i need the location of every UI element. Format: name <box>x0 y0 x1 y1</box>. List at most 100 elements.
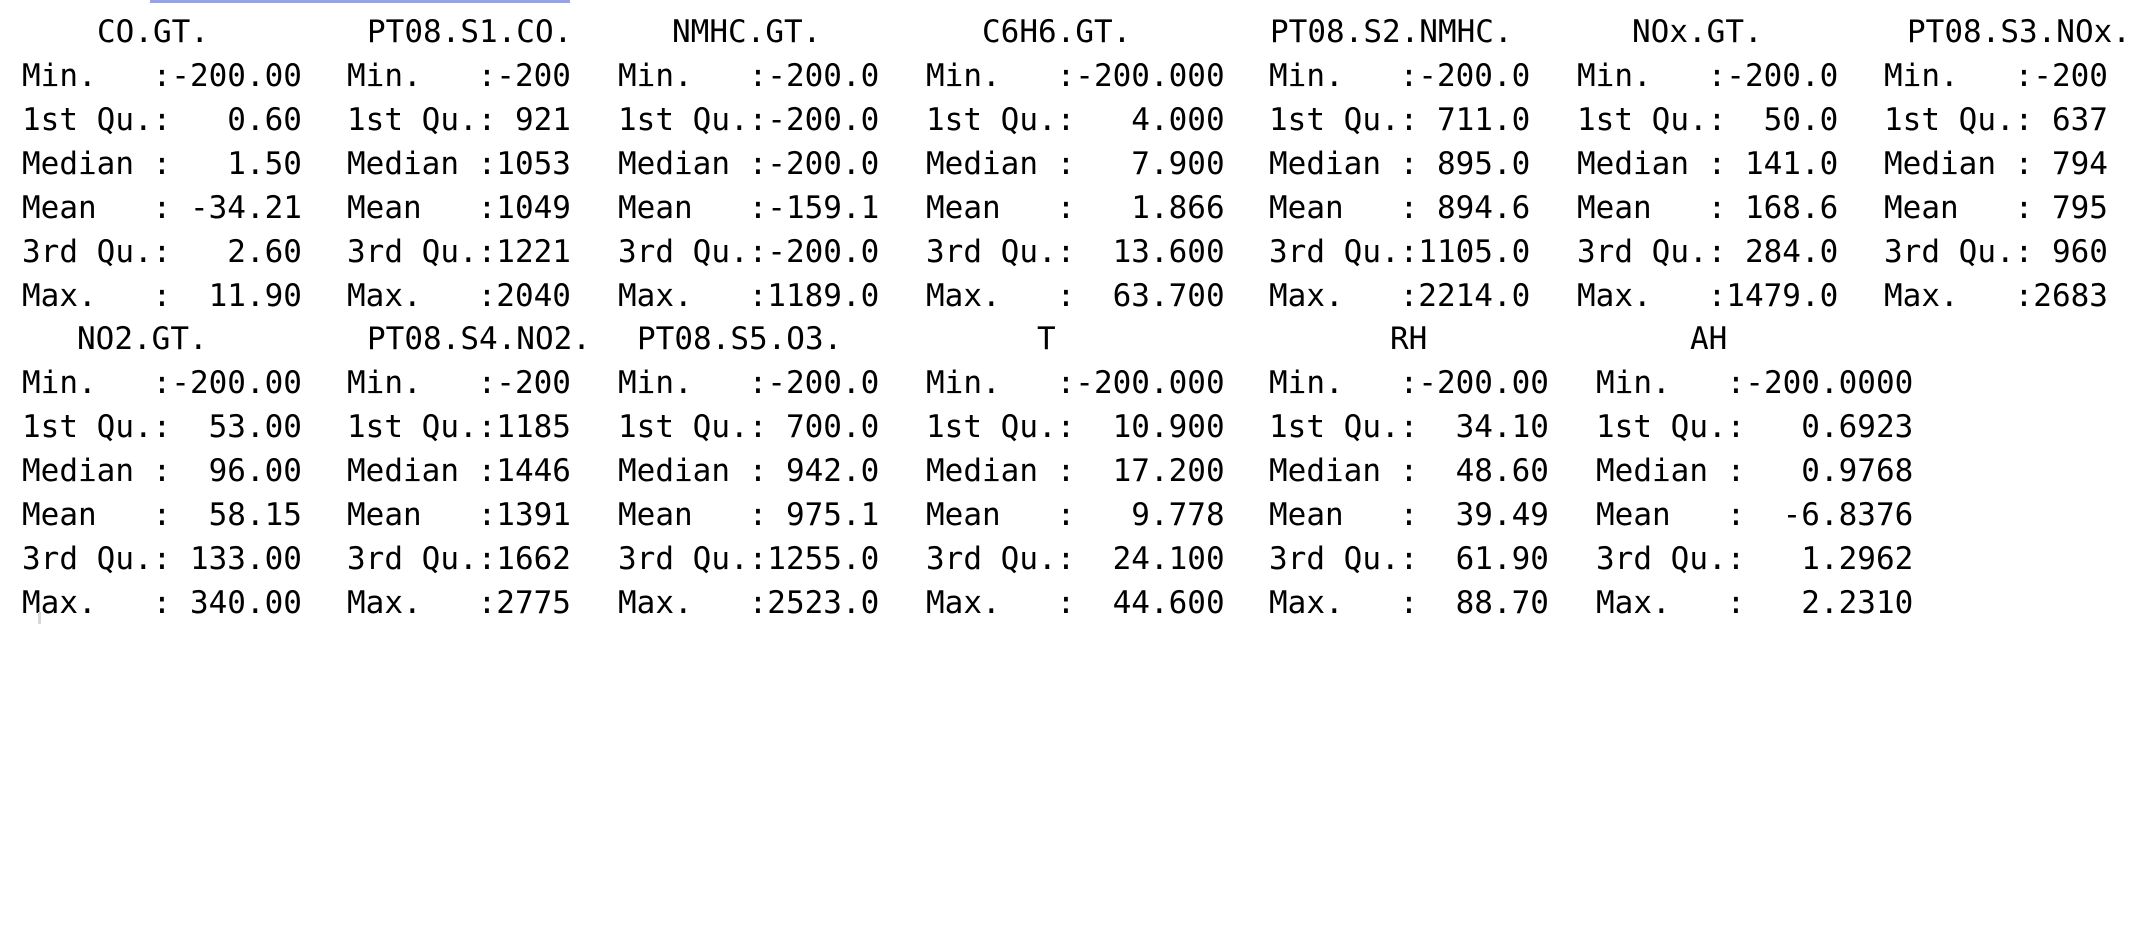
stat-cell: Min. :-200 <box>347 58 571 94</box>
column-header: PT08.S3.NOx. <box>1907 14 2130 50</box>
stat-cell: Median : 942.0 <box>618 453 880 489</box>
stat-cell: Median : 1.50 <box>22 146 302 182</box>
stat-row-min: Min. :-200.00 Min. :-200 Min. :-200.0 Mi… <box>22 54 2122 98</box>
stat-cell: 1st Qu.: 53.00 <box>22 409 302 445</box>
stat-cell: 3rd Qu.: 24.100 <box>926 541 1225 577</box>
stat-cell: Mean :1049 <box>347 190 571 226</box>
previous-command-fragment <box>150 0 570 3</box>
stat-cell: 3rd Qu.: 61.90 <box>1269 541 1549 577</box>
stat-cell: Max. :2523.0 <box>618 585 880 621</box>
column-header: PT08.S1.CO. <box>367 14 573 50</box>
header-row: CO.GT. PT08.S1.CO. NMHC.GT. C6H6.GT. PT0… <box>22 10 2130 54</box>
stat-cell: Mean : -34.21 <box>22 190 302 226</box>
stat-cell: 1st Qu.: 50.0 <box>1577 102 1839 138</box>
stat-cell: Min. :-200.000 <box>926 365 1225 401</box>
header-row: NO2.GT. PT08.S4.NO2. PT08.S5.O3. T RH AH <box>22 317 2122 361</box>
stat-cell: Max. : 44.600 <box>926 585 1225 621</box>
stat-row-max: Max. : 340.00 Max. :2775 Max. :2523.0 Ma… <box>22 581 2122 625</box>
stat-cell: Median : 0.9768 <box>1596 453 1914 489</box>
summary-block-2: NO2.GT. PT08.S4.NO2. PT08.S5.O3. T RH AH… <box>22 317 2122 625</box>
stat-cell: Min. :-200.00 <box>1269 365 1549 401</box>
stat-cell: Min. :-200 <box>347 365 571 401</box>
stat-cell: 1st Qu.: 700.0 <box>618 409 880 445</box>
stat-cell: Mean : 58.15 <box>22 497 302 533</box>
stat-cell: 3rd Qu.:1105.0 <box>1269 234 1531 270</box>
column-header: PT08.S5.O3. <box>637 321 843 357</box>
stat-cell: 3rd Qu.:1662 <box>347 541 571 577</box>
stat-cell: Max. :2775 <box>347 585 571 621</box>
stat-cell: 1st Qu.: 0.6923 <box>1596 409 1914 445</box>
stat-cell: Min. :-200.00 <box>22 58 302 94</box>
stat-cell: Max. :1479.0 <box>1577 278 1839 314</box>
r-console-output: CO.GT. PT08.S1.CO. NMHC.GT. C6H6.GT. PT0… <box>22 0 2130 625</box>
stat-cell: Max. :2214.0 <box>1269 278 1531 314</box>
stat-cell: 1st Qu.: 0.60 <box>22 102 302 138</box>
stat-cell: 3rd Qu.:-200.0 <box>618 234 880 270</box>
stat-cell: 3rd Qu.: 1.2962 <box>1596 541 1914 577</box>
console-cursor <box>38 612 41 624</box>
stat-cell: Min. :-200.0 <box>618 365 880 401</box>
stat-cell: Median :1446 <box>347 453 571 489</box>
stat-row-q1: 1st Qu.: 0.60 1st Qu.: 921 1st Qu.:-200.… <box>22 98 2122 142</box>
stat-cell: 3rd Qu.: 2.60 <box>22 234 302 270</box>
stat-cell: Min. :-200.0 <box>1577 58 1839 94</box>
stat-cell: Min. :-200.000 <box>926 58 1225 94</box>
stat-cell: 3rd Qu.: 133.00 <box>22 541 302 577</box>
stat-cell: Mean :-159.1 <box>618 190 880 226</box>
stat-cell: Max. : 88.70 <box>1269 585 1549 621</box>
stat-cell: 1st Qu.: 921 <box>347 102 571 138</box>
stat-cell: Min. :-200.0000 <box>1596 365 1914 401</box>
stat-row-q1: 1st Qu.: 53.00 1st Qu.:1185 1st Qu.: 700… <box>22 405 2122 449</box>
stat-row-mean: Mean : -34.21 Mean :1049 Mean :-159.1 Me… <box>22 186 2122 230</box>
stat-cell: 1st Qu.: 10.900 <box>926 409 1225 445</box>
stat-cell: Median :1053 <box>347 146 571 182</box>
stat-cell: Mean : 1.866 <box>926 190 1225 226</box>
stat-cell: 1st Qu.: 4.000 <box>926 102 1225 138</box>
column-header: NO2.GT. <box>77 321 208 357</box>
stat-row-max: Max. : 11.90 Max. :2040 Max. :1189.0 Max… <box>22 274 2122 318</box>
column-header: CO.GT. <box>97 14 209 50</box>
stat-cell: Max. : 340.00 <box>22 585 302 621</box>
stat-row-min: Min. :-200.00 Min. :-200 Min. :-200.0 Mi… <box>22 361 2122 405</box>
stat-cell: Mean :1391 <box>347 497 571 533</box>
stat-cell: Mean : 795 <box>1884 190 2108 226</box>
stat-cell: Min. :-200.0 <box>1269 58 1531 94</box>
stat-cell: Max. :2683 <box>1884 278 2108 314</box>
stat-cell: Mean : 168.6 <box>1577 190 1839 226</box>
stat-cell: Mean : -6.8376 <box>1596 497 1914 533</box>
stat-cell: Median : 7.900 <box>926 146 1225 182</box>
stat-row-q3: 3rd Qu.: 2.60 3rd Qu.:1221 3rd Qu.:-200.… <box>22 230 2122 274</box>
stat-cell: 1st Qu.: 711.0 <box>1269 102 1531 138</box>
stat-cell: 3rd Qu.: 284.0 <box>1577 234 1839 270</box>
stat-cell: Median :-200.0 <box>618 146 880 182</box>
stat-cell: 1st Qu.:1185 <box>347 409 571 445</box>
stat-cell: 3rd Qu.:1255.0 <box>618 541 880 577</box>
stat-cell: Median : 895.0 <box>1269 146 1531 182</box>
stat-cell: 3rd Qu.:1221 <box>347 234 571 270</box>
stat-cell: Median : 794 <box>1884 146 2108 182</box>
column-header: T <box>1037 321 1056 357</box>
column-header: NOx.GT. <box>1632 14 1763 50</box>
column-header: C6H6.GT. <box>982 14 1132 50</box>
stat-cell: Max. : 63.700 <box>926 278 1225 314</box>
stat-cell: Min. :-200.0 <box>618 58 880 94</box>
stat-cell: 1st Qu.: 34.10 <box>1269 409 1549 445</box>
column-header: AH <box>1690 321 1728 357</box>
stat-cell: Mean : 894.6 <box>1269 190 1531 226</box>
column-header: PT08.S4.NO2. <box>367 321 591 357</box>
stat-row-median: Median : 1.50 Median :1053 Median :-200.… <box>22 142 2122 186</box>
stat-cell: Min. :-200 <box>1884 58 2108 94</box>
stat-cell: Mean : 9.778 <box>926 497 1225 533</box>
stat-cell: Median : 17.200 <box>926 453 1225 489</box>
stat-cell: Median : 141.0 <box>1577 146 1839 182</box>
stat-cell: 1st Qu.: 637 <box>1884 102 2108 138</box>
stat-cell: Max. :1189.0 <box>618 278 880 314</box>
stat-row-median: Median : 96.00 Median :1446 Median : 942… <box>22 449 2122 493</box>
stat-cell: Max. : 2.2310 <box>1596 585 1914 621</box>
summary-block-1: CO.GT. PT08.S1.CO. NMHC.GT. C6H6.GT. PT0… <box>22 10 2130 318</box>
stat-cell: 3rd Qu.: 13.600 <box>926 234 1225 270</box>
stat-cell: Max. : 11.90 <box>22 278 302 314</box>
column-header: PT08.S2.NMHC. <box>1270 14 1513 50</box>
stat-cell: 1st Qu.:-200.0 <box>618 102 880 138</box>
stat-cell: Min. :-200.00 <box>22 365 302 401</box>
